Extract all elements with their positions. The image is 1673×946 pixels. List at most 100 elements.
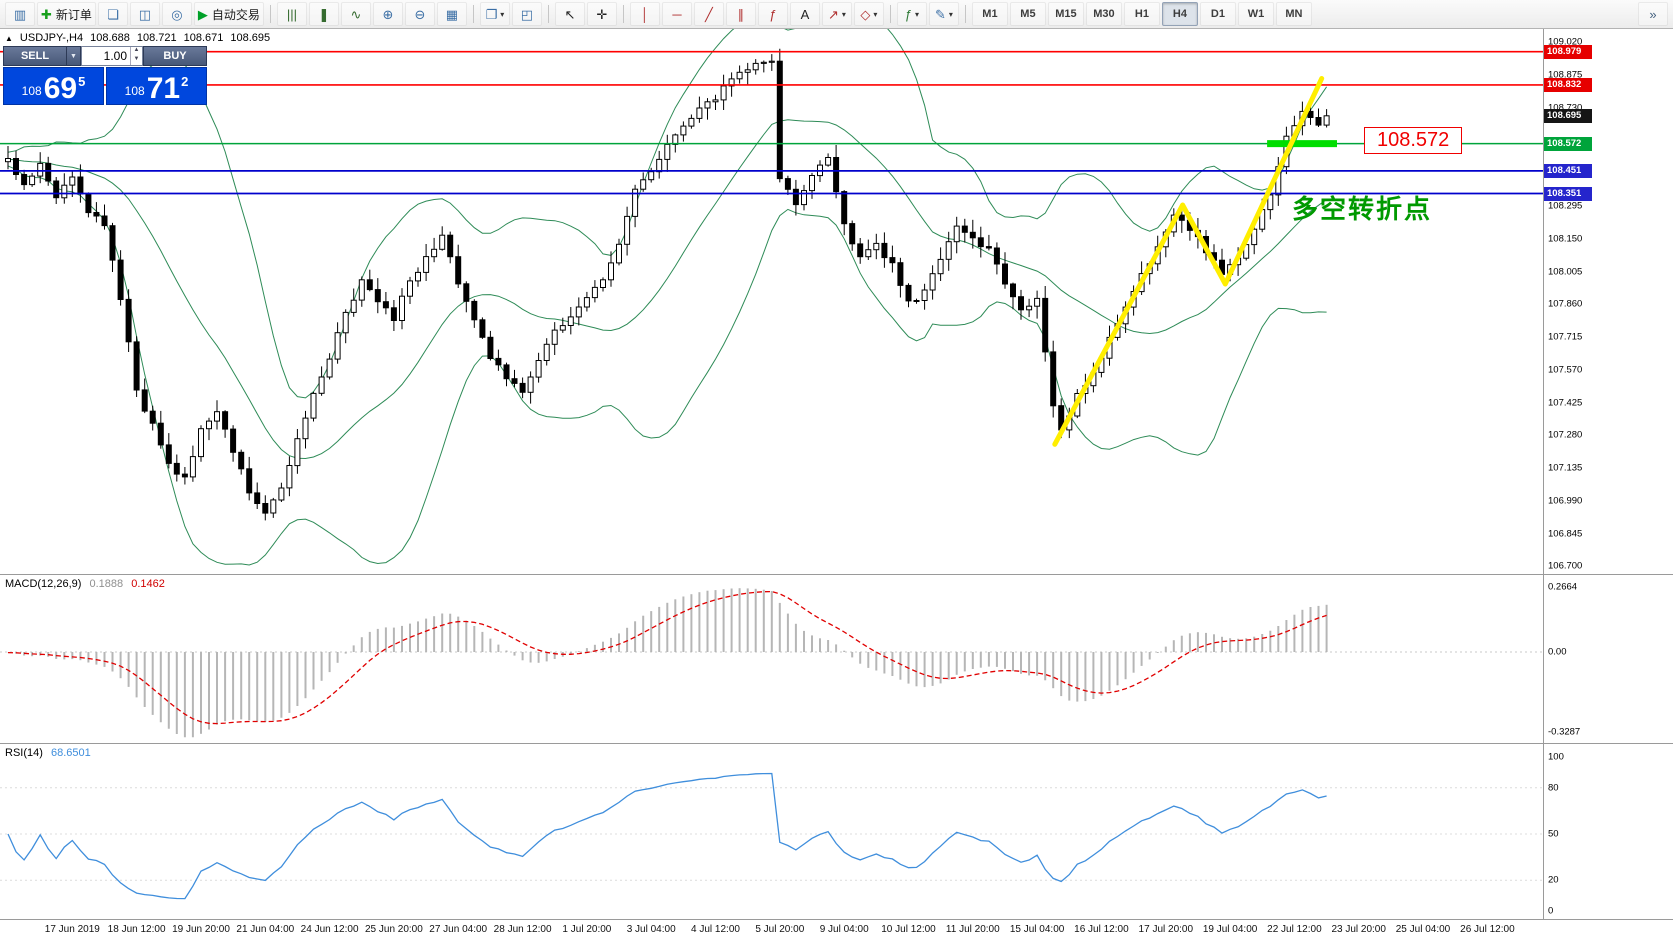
vertical-line-icon[interactable]: │ (629, 2, 660, 26)
shapes-icon[interactable]: ◇ ▾ (853, 2, 884, 26)
candle-body (1010, 283, 1016, 298)
price-scale-label: 109.020 (1548, 36, 1583, 48)
candle-body (302, 417, 309, 440)
objects-icon: ✎ (934, 6, 946, 22)
rsi-pane (0, 772, 1543, 900)
text-icon: A (800, 6, 810, 22)
rsi-scale-label: 0 (1548, 905, 1554, 917)
buy-button[interactable]: BUY (143, 46, 207, 66)
tile-windows-icon[interactable]: ◰ (511, 2, 542, 26)
timeframe-d1-button[interactable]: D1 (1199, 2, 1236, 26)
candle-body (5, 158, 11, 163)
dropdown-caret-icon[interactable]: ▾ (948, 9, 953, 19)
bar-chart-icon[interactable]: ||| (276, 2, 307, 26)
sell-price-big: 69 (43, 72, 78, 105)
macd-name: MACD(12,26,9) (5, 578, 82, 590)
price-scale-label: 108.295 (1548, 200, 1583, 212)
fibonacci-icon[interactable]: ƒ (757, 2, 788, 26)
channel-icon[interactable]: ∥ (725, 2, 756, 26)
timeframe-h1-button[interactable]: H1 (1123, 2, 1160, 26)
candle-body (857, 243, 864, 258)
candle-body (165, 444, 172, 464)
toolbar-overflow-button[interactable]: » (1638, 2, 1668, 26)
candle-body (93, 212, 100, 217)
sell-button[interactable]: SELL (3, 46, 67, 66)
candle-body (672, 134, 679, 145)
market-watch-icon[interactable]: ◫ (129, 2, 160, 26)
candlestick-chart-icon[interactable]: ❚ (308, 2, 339, 26)
candle-body (230, 428, 237, 453)
candle-body (632, 188, 639, 217)
candlestick-chart-icon: ❚ (318, 6, 330, 22)
candle-body (640, 179, 647, 190)
candle-body (374, 289, 381, 303)
channel-icon: ∥ (737, 6, 745, 22)
objects-icon[interactable]: ✎ ▾ (928, 2, 959, 26)
horizontal-line-icon[interactable]: ─ (661, 2, 692, 26)
arrow-icon[interactable]: ↗ ▾ (821, 2, 852, 26)
timeframe-m1-button[interactable]: M1 (971, 2, 1008, 26)
timeframe-m5-button[interactable]: M5 (1009, 2, 1046, 26)
timeframe-mn-button[interactable]: MN (1275, 2, 1312, 26)
sell-price-button[interactable]: 108 69 5 (3, 67, 104, 105)
candle-body (503, 364, 510, 380)
auto-trading-button[interactable]: ▶ 自动交易 (193, 2, 264, 26)
candle-body (945, 241, 952, 260)
candle-body (1002, 263, 1008, 285)
volume-up-icon[interactable]: ▲ (133, 47, 140, 53)
candle-body (736, 71, 743, 80)
dropdown-caret-icon[interactable]: ▾ (841, 9, 846, 19)
chart-window-icon[interactable]: ▥ (5, 2, 35, 26)
dropdown-caret-icon[interactable]: ▾ (915, 9, 920, 19)
volume-down-icon[interactable]: ▼ (133, 56, 140, 62)
turning-point-annotation[interactable]: 多空转折点 (1292, 194, 1433, 224)
timeframe-m15-button[interactable]: M15 (1047, 2, 1084, 26)
charts-list-icon[interactable]: ❏ (97, 2, 128, 26)
candle-body (833, 157, 840, 193)
price-level-annotation[interactable]: 108.572 (1364, 127, 1463, 154)
candle-body (181, 473, 188, 478)
trend-zigzag-line[interactable] (1052, 76, 1325, 447)
navigator-icon[interactable]: ◎ (161, 2, 192, 26)
rsi-scale-label: 20 (1548, 874, 1559, 886)
candle-body (551, 329, 558, 345)
symbol-marker-icon: ▲ (5, 33, 13, 43)
timeframe-m30-button[interactable]: M30 (1085, 2, 1122, 26)
zoom-in-icon[interactable]: ⊕ (372, 2, 403, 26)
cursor-icon[interactable]: ↖ (554, 2, 585, 26)
time-axis-label: 23 Jul 20:00 (1331, 924, 1386, 935)
new-order-button[interactable]: ✚ 新订单 (37, 2, 96, 26)
line-chart-icon[interactable]: ∿ (340, 2, 371, 26)
dropdown-caret-icon[interactable]: ▾ (873, 9, 878, 19)
candle-body (961, 225, 968, 233)
candle-body (768, 60, 775, 63)
candle-body (1026, 305, 1033, 311)
chart-header: ▲ USDJPY-,H4 108.688 108.721 108.671 108… (5, 32, 270, 44)
dropdown-caret-icon[interactable]: ▾ (500, 9, 505, 19)
timeframe-h4-button[interactable]: H4 (1161, 2, 1198, 26)
candle-body (608, 262, 614, 281)
text-icon[interactable]: A (789, 2, 820, 26)
buy-price-button[interactable]: 108 71 2 (106, 67, 207, 105)
grid-icon[interactable]: ▦ (436, 2, 467, 26)
zoom-out-icon[interactable]: ⊖ (404, 2, 435, 26)
crosshair-icon[interactable]: ✛ (586, 2, 617, 26)
candle-body (1018, 296, 1024, 311)
volume-input[interactable]: 1.00 ▲ ▼ (81, 46, 143, 66)
candle-body (439, 234, 446, 250)
candle-body (149, 410, 156, 424)
time-axis-label: 22 Jul 12:00 (1267, 924, 1322, 935)
candle-body (61, 184, 68, 199)
volume-value[interactable]: 1.00 (103, 49, 127, 63)
candle-body (479, 319, 486, 338)
candle-body (792, 188, 799, 206)
volume-dropdown-button[interactable]: ▼ (67, 46, 81, 66)
new-chart-icon[interactable]: ❐ ▾ (479, 2, 510, 26)
candle-body (310, 392, 317, 419)
time-axis-label: 4 Jul 12:00 (691, 924, 740, 935)
trendline-icon[interactable]: ╱ (693, 2, 724, 26)
timeframe-w1-button[interactable]: W1 (1237, 2, 1274, 26)
indicators-icon[interactable]: ƒ ▾ (896, 2, 927, 26)
trendline-icon: ╱ (705, 6, 713, 22)
volume-stepper[interactable]: ▲ ▼ (130, 47, 142, 65)
